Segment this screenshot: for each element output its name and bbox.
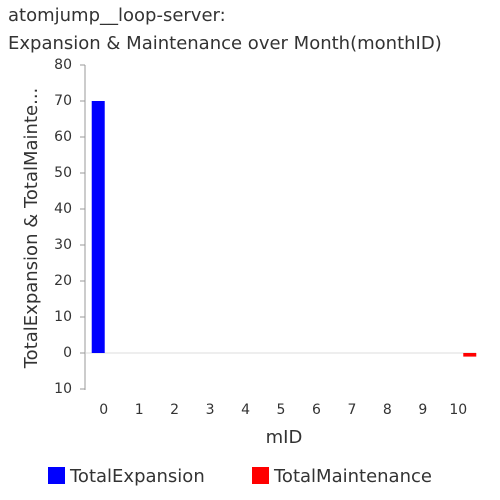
- x-tick-label: 10: [449, 402, 467, 418]
- bar: [91, 101, 105, 353]
- x-tick-label: 3: [206, 402, 215, 418]
- y-tick-label: 50: [54, 165, 72, 181]
- legend-label: TotalExpansion: [69, 466, 205, 487]
- x-tick-label: 1: [135, 402, 144, 418]
- y-tick-label: 60: [54, 129, 72, 145]
- x-axis-label: mID: [266, 427, 303, 448]
- y-axis-label: TotalExpansion & TotalMainte...: [21, 88, 42, 370]
- y-tick-label: 10: [54, 381, 72, 397]
- y-tick-label: 20: [54, 273, 72, 289]
- x-tick-label: 0: [99, 402, 108, 418]
- x-tick-label: 2: [170, 402, 179, 418]
- chart-subtitle: Expansion & Maintenance over Month(month…: [8, 33, 442, 54]
- x-tick-label: 9: [418, 402, 427, 418]
- legend-label: TotalMaintenance: [273, 466, 432, 487]
- y-tick-label: 70: [54, 93, 72, 109]
- x-tick-label: 5: [277, 402, 286, 418]
- y-tick-label: 10: [54, 309, 72, 325]
- x-tick-label: 4: [241, 402, 250, 418]
- legend-swatch: [252, 467, 269, 484]
- legend-swatch: [48, 467, 65, 484]
- y-tick-label: 80: [54, 57, 72, 73]
- x-tick-label: 8: [383, 402, 392, 418]
- x-tick-label: 7: [347, 402, 356, 418]
- y-tick-label: 30: [54, 237, 72, 253]
- x-tick-label: 6: [312, 402, 321, 418]
- y-tick-label: 0: [63, 345, 72, 361]
- bar: [463, 353, 477, 357]
- y-tick-label: 40: [54, 201, 72, 217]
- chart-title: atomjump__loop-server:: [8, 5, 226, 26]
